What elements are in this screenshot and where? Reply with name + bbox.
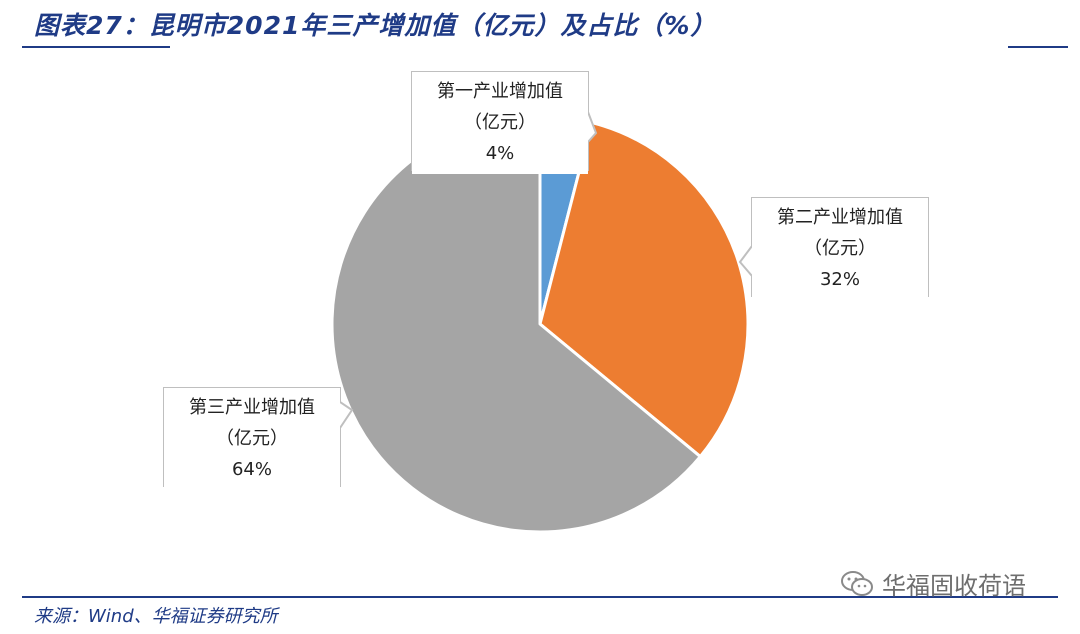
title-underline-right (1008, 46, 1068, 48)
footer-rule (22, 596, 1058, 598)
source-note: 来源：Wind、华福证券研究所 (34, 606, 278, 627)
slice-label-label: 32% (819, 269, 860, 290)
slice-label-3: 第三产业增加值 （亿元） 64% (164, 388, 340, 490)
title-underline (22, 46, 170, 48)
slice-label-unit: （亿元） (216, 428, 288, 449)
slice-label-label: 64% (231, 459, 272, 480)
slice-label-name: 第三产业增加值 (189, 397, 315, 418)
chart-title: 图表27：昆明市2021年三产增加值（亿元）及占比（%） (34, 11, 717, 40)
watermark: 华福固收荷语 (840, 566, 1026, 601)
slice-label-1: 第一产业增加值 （亿元） 4% (412, 72, 588, 174)
slice-label-unit: （亿元） (464, 112, 536, 133)
slice-label-name: 第二产业增加值 (777, 207, 903, 228)
wechat-icon (841, 570, 873, 596)
pie-slice-2 (538, 121, 750, 459)
slice-label-2: 第二产业增加值 （亿元） 32% (752, 198, 928, 300)
slice-label-unit: （亿元） (804, 238, 876, 259)
slice-label-name: 第一产业增加值 (437, 81, 563, 102)
slice-label-label: 4% (485, 143, 515, 164)
watermark-text: 华福固收荷语 (882, 572, 1026, 600)
